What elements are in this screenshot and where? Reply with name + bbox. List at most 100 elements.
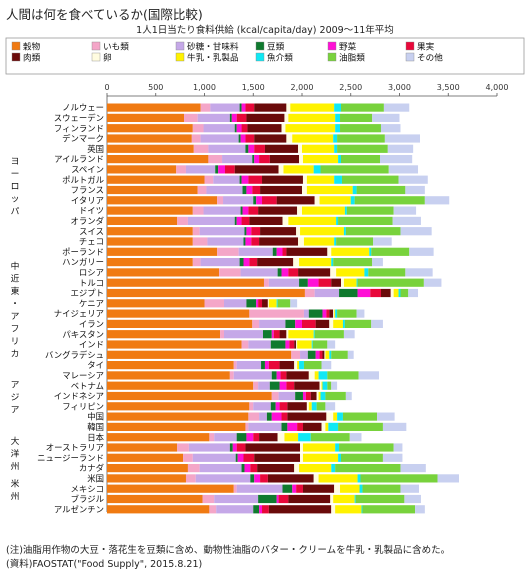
- legend-label: 油脂類: [339, 52, 365, 64]
- country-label: チェコ: [79, 237, 104, 247]
- bar-segment: [325, 422, 329, 431]
- country-label: ハンガリー: [62, 257, 104, 267]
- bar-segment: [200, 103, 211, 112]
- bar-segment: [246, 433, 254, 442]
- bar-segment: [318, 278, 332, 287]
- bar-segment: [253, 433, 260, 442]
- bar-segment: [262, 299, 268, 308]
- bar-segment: [358, 371, 380, 380]
- country-label: ポーランド: [62, 247, 104, 257]
- bar-segment: [357, 288, 371, 298]
- bar-segment: [286, 371, 309, 380]
- bar-segment: [277, 299, 291, 308]
- bar-segment: [321, 361, 332, 370]
- bar-segment: [208, 155, 223, 164]
- bar-segment: [302, 484, 335, 493]
- bar-segment: [415, 505, 425, 514]
- bar-segment: [285, 124, 336, 133]
- bar-segment: [364, 268, 369, 277]
- bar-segment: [324, 350, 326, 359]
- bar-segment: [241, 175, 249, 184]
- country-label: オーストラリア: [46, 443, 104, 453]
- bar-segment: [341, 278, 344, 287]
- bar-segment: [107, 268, 220, 277]
- legend-swatch: [255, 41, 265, 51]
- bar-segment: [345, 227, 401, 236]
- bar-segment: [242, 185, 247, 195]
- bar-segment: [298, 268, 331, 277]
- bar-segment: [260, 185, 302, 195]
- bar-segment: [200, 134, 239, 143]
- bar-segment: [334, 237, 337, 246]
- bar-segment: [254, 155, 260, 164]
- bar-segment: [311, 340, 313, 349]
- bar-segment: [209, 505, 217, 514]
- bar-segment: [107, 402, 250, 411]
- bar-segment: [291, 350, 301, 359]
- bar-segment: [267, 474, 314, 483]
- page-title: 人間は何を食べているか(国際比較): [6, 7, 203, 22]
- bar-segment: [107, 206, 193, 215]
- bar-segment: [256, 196, 263, 205]
- bar-segment: [277, 433, 285, 442]
- bar-segment: [322, 350, 325, 359]
- bar-segment: [369, 247, 372, 256]
- bar-segment: [327, 247, 332, 256]
- bar-segment: [286, 381, 295, 390]
- bar-segment: [281, 412, 288, 421]
- bar-segment: [243, 258, 250, 267]
- bar-segment: [250, 474, 255, 483]
- x-tick-label: 3,500: [437, 83, 460, 92]
- country-label: デンマーク: [62, 134, 104, 144]
- bar-segment: [253, 196, 257, 205]
- legend-swatch: [91, 52, 101, 62]
- bar-segment: [224, 330, 263, 339]
- x-tick-label: 2,000: [291, 83, 314, 92]
- bar-segment: [248, 412, 260, 421]
- bar-segment: [400, 288, 409, 298]
- bar-segment: [262, 175, 303, 184]
- bar-segment: [263, 330, 272, 339]
- country-labels: ノルウェースウェーデンフィンランドデンマーク英国アイルランドスペインポルトガルフ…: [37, 103, 104, 515]
- bar-segment: [302, 443, 336, 452]
- bar-segment: [300, 453, 303, 462]
- bar-segment: [293, 258, 300, 267]
- country-label: インドネシア: [54, 391, 104, 401]
- bar-segment: [107, 453, 184, 462]
- bar-segment: [251, 237, 260, 246]
- bar-segment: [390, 288, 394, 298]
- legend-swatch: [11, 41, 21, 51]
- bar-segment: [299, 361, 304, 370]
- bar-segment: [245, 443, 301, 452]
- bar-segment: [278, 494, 289, 504]
- bar-segment: [258, 299, 263, 308]
- bar-segment: [286, 103, 291, 112]
- bar-segment: [341, 453, 383, 462]
- bar-segment: [207, 237, 244, 246]
- bar-segment: [235, 453, 238, 462]
- bar-segment: [280, 371, 287, 380]
- bar-segment: [356, 278, 358, 287]
- bar-segment: [400, 227, 432, 236]
- bar-segment: [314, 196, 320, 205]
- source-line: (資料)FAOSTAT("Food Supply", 2015.8.21): [6, 559, 203, 570]
- bar-segment: [279, 330, 287, 339]
- legend-label: 魚介類: [267, 52, 293, 64]
- bar-segment: [295, 319, 302, 328]
- bar-segment: [299, 278, 308, 287]
- bar-segment: [334, 175, 342, 184]
- bar-segment: [294, 381, 320, 390]
- bar-segment: [356, 185, 406, 195]
- bar-segment: [107, 237, 193, 246]
- bar-segment: [338, 422, 383, 431]
- bar-segment: [243, 237, 246, 246]
- bar-segment: [254, 144, 265, 153]
- bar-segment: [319, 350, 323, 359]
- bar-segment: [107, 134, 192, 143]
- bar-segment: [261, 361, 265, 370]
- bar-segment: [359, 484, 363, 493]
- bar-segment: [107, 216, 178, 225]
- bar-segment: [239, 103, 242, 112]
- country-label: マレーシア: [62, 371, 104, 381]
- bar-segment: [276, 494, 279, 504]
